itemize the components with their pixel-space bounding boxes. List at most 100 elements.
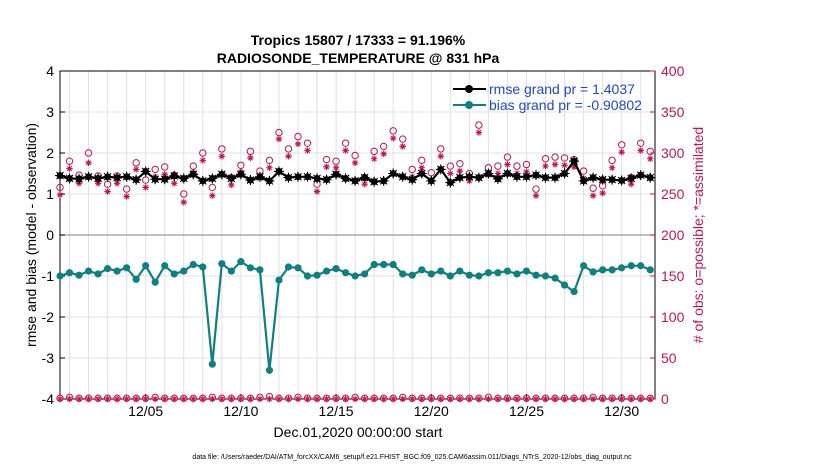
obs-bottom-assimilated-point: [390, 395, 397, 403]
rmse-point-star: [331, 169, 342, 180]
bias-point: [599, 266, 607, 274]
bias-point: [189, 260, 197, 269]
rmse-point-star: [454, 172, 465, 183]
obs-possible-point: [65, 157, 74, 165]
obs-possible-point: [180, 190, 188, 198]
bias-point: [580, 262, 588, 270]
rmse-point-star: [83, 171, 94, 182]
rmse-point-star: [74, 173, 85, 184]
obs-bottom-assimilated-point: [85, 395, 92, 403]
obs-bottom-assimilated-point: [75, 395, 83, 403]
rmse-point-star: [559, 168, 570, 179]
rmse-point-star: [388, 168, 399, 179]
obs-bottom-assimilated-point: [342, 395, 349, 403]
rmse-point-star: [616, 175, 627, 186]
obs-bottom-assimilated-point: [56, 395, 64, 403]
rmse-point-star: [273, 166, 284, 177]
obs-bottom-assimilated-point: [466, 395, 473, 403]
bias-point: [237, 258, 245, 266]
obs-assimilated-point: [171, 180, 178, 187]
y-left-tick-label: 0: [46, 227, 54, 243]
rmse-point-star: [188, 169, 199, 180]
obs-bottom-assimilated-point: [542, 395, 549, 403]
bias-point: [475, 272, 483, 280]
bias-point: [456, 267, 464, 275]
y-right-tick-label: 150: [661, 268, 685, 284]
bias-point: [418, 266, 426, 274]
bias-point: [227, 267, 235, 275]
rmse-point-star: [378, 175, 389, 186]
obs-bottom-assimilated-point: [228, 395, 235, 403]
rmse-point-star: [521, 171, 532, 182]
obs-possible-point: [122, 185, 131, 193]
obs-possible-point: [132, 159, 140, 167]
y-left-tick-label: 4: [46, 63, 54, 79]
obs-bottom-assimilated-point: [199, 395, 206, 403]
obs-assimilated-point: [390, 135, 397, 142]
rmse-point-star: [416, 168, 427, 179]
obs-possible-point: [84, 149, 93, 157]
bias-point: [342, 269, 350, 277]
rmse-point-star: [245, 175, 256, 186]
obs-bottom-assimilated-point: [447, 395, 454, 403]
bias-point: [104, 265, 112, 273]
obs-bottom-assimilated-point: [332, 395, 340, 403]
rmse-point-star: [397, 171, 408, 182]
obs-assimilated-point: [361, 180, 368, 188]
bias-point: [275, 276, 283, 284]
obs-assimilated-point: [313, 188, 321, 195]
rmse-series: [55, 156, 656, 188]
bias-point: [646, 266, 654, 274]
rmse-point-star: [607, 174, 618, 185]
obs-bottom-assimilated-point: [247, 395, 254, 403]
obs-bottom-assimilated-point: [618, 395, 625, 403]
rmse-point-star: [93, 173, 104, 184]
obs-bottom-assimilated-point: [399, 395, 406, 403]
rmse-point-star: [645, 172, 656, 183]
rmse-point-star: [112, 172, 123, 183]
rmse-point-star: [511, 171, 522, 182]
bias-point: [427, 270, 435, 278]
bias-point: [351, 272, 359, 280]
bias-point: [246, 264, 254, 272]
obs-bottom-assimilated-point: [647, 395, 654, 403]
bias-point: [608, 266, 616, 274]
obs-assimilated-point: [142, 184, 149, 191]
y-left-tick-label: 2: [46, 145, 54, 161]
obs-bottom-assimilated-point: [123, 395, 130, 403]
bias-point: [56, 272, 64, 280]
bias-point: [256, 266, 264, 274]
y-axis-left-ticks: -4 -3 -2 -1 0 1 2 3 4: [42, 63, 65, 407]
rmse-point-star: [226, 173, 237, 184]
obs-bottom-assimilated-point: [351, 395, 359, 403]
rmse-point-star: [502, 168, 513, 179]
y-right-tick-label: 100: [661, 309, 685, 325]
obs-assimilated-point: [589, 192, 597, 199]
obs-assimilated-point: [104, 188, 111, 195]
obs-possible-point: [560, 154, 569, 162]
rmse-point-star: [216, 169, 227, 180]
obs-bottom-assimilated-point: [485, 395, 492, 403]
bias-point: [142, 262, 150, 270]
obs-bottom-assimilated-point: [266, 395, 273, 403]
obs-possible-point: [408, 165, 416, 174]
bias-point: [541, 272, 550, 280]
bias-point: [513, 270, 521, 278]
rmse-point-star: [207, 173, 218, 184]
obs-bottom-assimilated-point: [370, 395, 378, 403]
obs-bottom-assimilated-point: [94, 395, 102, 403]
obs-bottom-assimilated-point: [361, 395, 368, 403]
obs-assimilated-point: [199, 157, 206, 164]
bias-point: [503, 267, 512, 275]
rmse-point-star: [264, 175, 275, 186]
obs-bottom-assimilated-point: [285, 395, 292, 403]
obs-assimilated-point: [56, 191, 64, 199]
rmse-point-star: [178, 173, 189, 184]
rmse-point-star: [426, 175, 437, 186]
obs-assimilated-point: [542, 162, 549, 170]
x-tick-label: 12/15: [319, 403, 354, 419]
obs-possible-point: [141, 176, 150, 184]
bias-point: [570, 287, 578, 296]
rmse-point-star: [131, 174, 142, 185]
obs-possible-point: [446, 162, 455, 170]
